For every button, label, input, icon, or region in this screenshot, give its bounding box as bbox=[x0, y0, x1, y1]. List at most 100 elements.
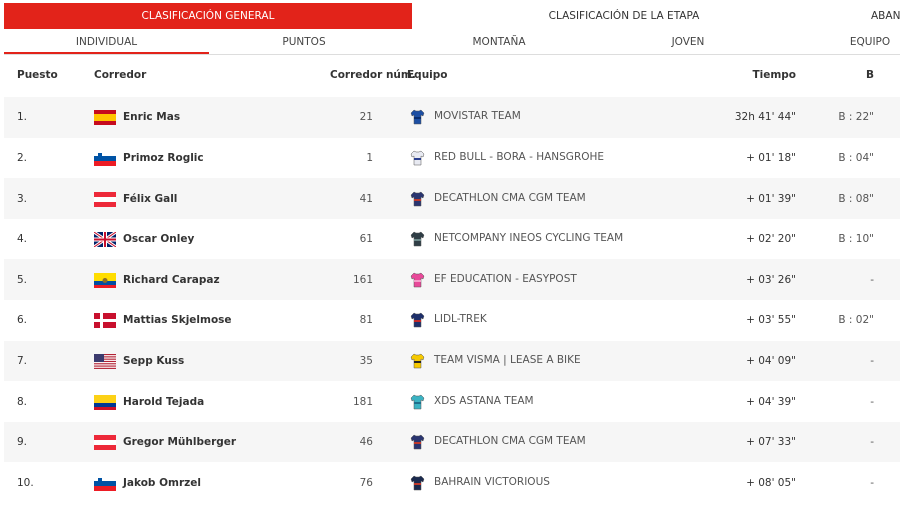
column-header: Equipo bbox=[407, 69, 448, 81]
team-jersey bbox=[410, 272, 425, 288]
team-name: TEAM VISMA | LEASE A BIKE bbox=[434, 353, 581, 366]
column-header: Corredor bbox=[94, 69, 147, 81]
tab[interactable]: CLASIFICACIÓN GENERAL bbox=[141, 10, 275, 22]
position: 3. bbox=[17, 192, 28, 205]
column-header: B bbox=[866, 69, 875, 81]
team-name: DECATHLON CMA CGM TEAM bbox=[434, 435, 586, 448]
time: + 02' 20" bbox=[746, 233, 796, 246]
rider-name: Oscar Onley bbox=[123, 233, 195, 246]
time: + 04' 09" bbox=[746, 354, 796, 367]
icon bbox=[410, 109, 425, 125]
position: 2. bbox=[17, 151, 28, 164]
rider-name: Gregor Mühlberger bbox=[123, 436, 237, 449]
subtab[interactable]: MONTAÑA bbox=[472, 36, 526, 48]
table-row bbox=[4, 462, 900, 504]
flag bbox=[94, 394, 116, 410]
table-row bbox=[4, 178, 900, 220]
time: + 07' 33" bbox=[746, 436, 796, 449]
position: 9. bbox=[17, 436, 28, 449]
time: 32h 41' 44" bbox=[734, 111, 796, 124]
time: + 04' 39" bbox=[746, 395, 796, 408]
time: + 01' 39" bbox=[746, 192, 796, 205]
team-name: RED BULL - BORA - HANSGROHE bbox=[434, 150, 605, 163]
team-jersey bbox=[410, 109, 425, 125]
icon bbox=[94, 394, 116, 410]
icon bbox=[94, 313, 116, 329]
team-jersey bbox=[410, 394, 425, 410]
table-row bbox=[4, 97, 900, 138]
flag bbox=[93, 230, 117, 249]
icon bbox=[94, 435, 116, 451]
team-jersey bbox=[410, 434, 425, 450]
subtab[interactable]: JOVEN bbox=[671, 36, 705, 48]
rider-name: Primoz Roglic bbox=[123, 151, 204, 164]
icon bbox=[410, 312, 425, 328]
bonus: - bbox=[870, 395, 874, 408]
position: 8. bbox=[17, 395, 28, 408]
subtab[interactable]: INDIVIDUAL bbox=[75, 36, 138, 48]
flag bbox=[94, 435, 116, 451]
table-row bbox=[4, 137, 900, 179]
column-header: Puesto bbox=[17, 69, 58, 81]
table-row bbox=[4, 381, 900, 423]
subtab[interactable]: EQUIPO bbox=[849, 36, 891, 48]
team-jersey bbox=[410, 312, 425, 328]
bonus: B : 22" bbox=[838, 111, 874, 124]
icon bbox=[94, 475, 116, 491]
position: 1. bbox=[17, 111, 28, 124]
bib-number: 61 bbox=[359, 233, 373, 246]
position: 5. bbox=[17, 273, 28, 286]
bonus: - bbox=[870, 476, 874, 489]
icon bbox=[410, 434, 425, 450]
icon bbox=[410, 150, 425, 166]
team-name: XDS ASTANA TEAM bbox=[434, 394, 534, 407]
team-jersey bbox=[410, 231, 425, 247]
rider-name: Mattias Skjelmose bbox=[123, 314, 232, 327]
position: 7. bbox=[17, 354, 28, 367]
subtab[interactable]: PUNTOS bbox=[282, 36, 326, 48]
position: 10. bbox=[17, 476, 34, 489]
team-name: EF EDUCATION - EASYPOST bbox=[434, 272, 577, 285]
tab[interactable]: CLASIFICACIÓN DE LA ETAPA bbox=[548, 10, 700, 22]
team-name: NETCOMPANY INEOS CYCLING TEAM bbox=[434, 232, 624, 245]
rider-name: Sepp Kuss bbox=[123, 354, 185, 367]
table-row bbox=[4, 300, 900, 341]
bonus: B : 04" bbox=[838, 151, 874, 164]
team-jersey bbox=[410, 353, 425, 369]
table-row bbox=[4, 340, 900, 382]
bonus: - bbox=[870, 273, 874, 286]
time: + 01' 18" bbox=[746, 151, 796, 164]
bonus: B : 10" bbox=[838, 233, 874, 246]
icon bbox=[94, 272, 116, 288]
table-row bbox=[4, 218, 900, 260]
team-name: LIDL-TREK bbox=[434, 313, 487, 326]
team-jersey bbox=[410, 475, 425, 491]
bib-number: 41 bbox=[359, 192, 373, 205]
bib-number: 35 bbox=[359, 354, 373, 367]
position: 4. bbox=[17, 233, 28, 246]
column-header: Corredor núm. bbox=[330, 69, 416, 81]
icon bbox=[410, 353, 425, 369]
icon bbox=[410, 231, 425, 247]
rider-name: Félix Gall bbox=[123, 192, 178, 205]
active-subtab-underline bbox=[4, 52, 209, 54]
flag bbox=[94, 313, 116, 329]
position: 6. bbox=[17, 314, 28, 327]
flag bbox=[94, 272, 116, 288]
bonus: B : 08" bbox=[838, 192, 874, 205]
icon bbox=[94, 191, 116, 207]
bib-number: 76 bbox=[359, 476, 373, 489]
active-tab-bg bbox=[4, 3, 412, 29]
icon bbox=[410, 394, 425, 409]
team-name: BAHRAIN VICTORIOUS bbox=[434, 475, 550, 488]
bonus: - bbox=[870, 354, 874, 367]
flag bbox=[94, 110, 116, 126]
icon bbox=[94, 353, 116, 369]
rider-name: Enric Mas bbox=[123, 111, 181, 124]
bonus: B : 02" bbox=[838, 314, 874, 327]
bib-number: 1 bbox=[366, 151, 373, 164]
flag bbox=[94, 475, 116, 491]
icon bbox=[94, 150, 116, 166]
